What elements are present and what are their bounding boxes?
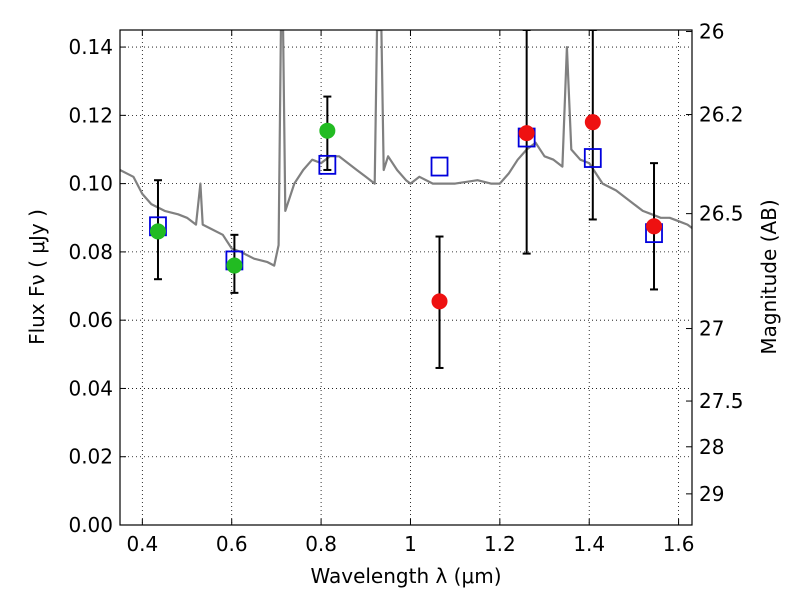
y-axis-left: 0.00 0.02 0.04 0.06 0.08 0.10 0.12 0.14: [68, 35, 126, 537]
model-spectrum: [120, 30, 692, 267]
observed-flux-point: [226, 257, 243, 274]
y-tick-label: 0.04: [68, 376, 113, 400]
y-axis-right-label: Magnitude (AB): [757, 199, 781, 354]
y-tick-label: 0.12: [68, 103, 113, 127]
data-points: [149, 30, 663, 369]
plot-frame: [119, 29, 693, 526]
y-tick-label: 0.08: [68, 240, 113, 264]
model-photometry-square: [318, 154, 337, 175]
y-tick-label: 0.14: [68, 35, 113, 59]
right-tick-label: 28: [699, 435, 724, 459]
model-photometry-square: [430, 156, 449, 177]
observed-flux-point: [584, 114, 601, 131]
observed-flux-point: [149, 223, 166, 240]
right-tick-label: 27: [699, 317, 724, 341]
y-tick-label: 0.10: [68, 172, 113, 196]
y-axis-right: 26 26.2 26.5 27 27.5 28 29: [686, 20, 744, 506]
right-tick-label: 26: [699, 20, 724, 44]
x-tick-label: 1.2: [484, 532, 516, 556]
x-axis-label: Wavelength λ (μm): [310, 564, 501, 588]
right-tick-label: 29: [699, 482, 724, 506]
right-tick-label: 26.2: [699, 103, 744, 127]
x-tick-label: 1.4: [573, 532, 605, 556]
spectrum-line: [120, 30, 692, 267]
observed-flux-point: [518, 125, 535, 142]
x-axis: 0.4 0.6 0.8 1 1.2 1.4 1.6: [126, 30, 695, 556]
observed-flux-point: [431, 293, 448, 310]
y-tick-label: 0.06: [68, 308, 113, 332]
plot-background: [120, 30, 692, 525]
x-tick-label: 0.8: [305, 532, 337, 556]
x-tick-label: 0.4: [126, 532, 158, 556]
y-tick-label: 0.02: [68, 445, 113, 469]
x-tick-label: 0.6: [216, 532, 248, 556]
observed-flux-point: [646, 218, 663, 235]
y-tick-label: 0.00: [68, 513, 113, 537]
model-photometry-square: [583, 148, 602, 168]
x-tick-label: 1.6: [663, 532, 695, 556]
y-axis-label: Flux Fν ( μJy ): [25, 209, 49, 345]
right-tick-label: 27.5: [699, 389, 744, 413]
x-tick-label: 1: [404, 532, 417, 556]
right-tick-label: 26.5: [699, 202, 744, 226]
observed-flux-point: [319, 122, 336, 139]
